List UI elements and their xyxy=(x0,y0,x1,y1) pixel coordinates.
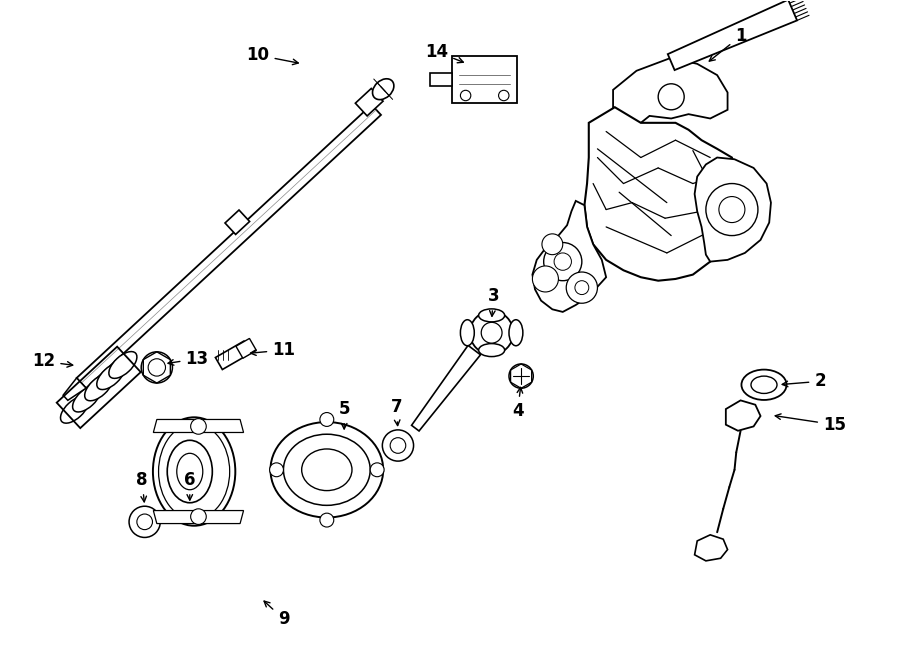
Ellipse shape xyxy=(751,376,777,393)
Ellipse shape xyxy=(270,422,383,518)
Circle shape xyxy=(191,509,206,524)
Ellipse shape xyxy=(479,309,505,322)
Text: 1: 1 xyxy=(709,27,746,61)
Text: 9: 9 xyxy=(264,601,289,628)
Ellipse shape xyxy=(461,320,474,346)
Circle shape xyxy=(320,412,334,426)
Text: 4: 4 xyxy=(512,387,524,420)
Polygon shape xyxy=(236,338,256,358)
Circle shape xyxy=(320,513,334,527)
Text: 8: 8 xyxy=(136,471,148,502)
Text: 11: 11 xyxy=(250,341,295,359)
Circle shape xyxy=(382,430,414,461)
Ellipse shape xyxy=(60,397,88,423)
Text: 12: 12 xyxy=(32,352,73,370)
Text: 5: 5 xyxy=(338,400,350,429)
Text: 2: 2 xyxy=(782,372,826,391)
Polygon shape xyxy=(533,201,606,312)
Ellipse shape xyxy=(742,369,787,400)
Circle shape xyxy=(542,234,562,255)
Circle shape xyxy=(533,266,558,292)
Polygon shape xyxy=(695,158,771,261)
Text: 7: 7 xyxy=(391,399,402,426)
Text: 3: 3 xyxy=(488,287,500,316)
Circle shape xyxy=(137,514,152,530)
Ellipse shape xyxy=(73,385,101,412)
Ellipse shape xyxy=(97,363,125,389)
Polygon shape xyxy=(430,73,452,87)
Circle shape xyxy=(482,322,502,343)
Circle shape xyxy=(129,506,160,538)
Ellipse shape xyxy=(109,352,137,379)
Text: 13: 13 xyxy=(168,350,209,368)
Circle shape xyxy=(554,253,572,270)
Circle shape xyxy=(390,438,406,453)
Polygon shape xyxy=(584,107,736,281)
Circle shape xyxy=(706,183,758,236)
Polygon shape xyxy=(725,401,760,431)
Polygon shape xyxy=(76,105,381,388)
Polygon shape xyxy=(215,341,251,369)
Polygon shape xyxy=(695,535,727,561)
Polygon shape xyxy=(153,420,244,432)
Circle shape xyxy=(566,272,598,303)
Ellipse shape xyxy=(167,440,212,502)
Ellipse shape xyxy=(153,417,235,526)
Ellipse shape xyxy=(158,424,230,519)
Ellipse shape xyxy=(176,453,202,490)
Polygon shape xyxy=(356,89,383,116)
Circle shape xyxy=(148,359,166,376)
Circle shape xyxy=(191,418,206,434)
Ellipse shape xyxy=(509,320,523,346)
Circle shape xyxy=(470,311,513,354)
Circle shape xyxy=(141,352,173,383)
Ellipse shape xyxy=(373,79,394,99)
Text: 6: 6 xyxy=(184,471,195,500)
Polygon shape xyxy=(452,56,518,103)
Text: 15: 15 xyxy=(775,414,846,434)
Polygon shape xyxy=(411,346,481,431)
Ellipse shape xyxy=(479,344,505,357)
Polygon shape xyxy=(153,510,244,524)
Polygon shape xyxy=(668,0,797,70)
Text: 14: 14 xyxy=(425,42,464,63)
Circle shape xyxy=(544,242,581,281)
Circle shape xyxy=(719,197,745,222)
Circle shape xyxy=(575,281,589,295)
Text: 10: 10 xyxy=(247,46,298,65)
Circle shape xyxy=(270,463,284,477)
Circle shape xyxy=(509,364,534,388)
Polygon shape xyxy=(613,58,727,132)
Ellipse shape xyxy=(284,434,370,505)
Circle shape xyxy=(370,463,384,477)
Ellipse shape xyxy=(85,374,112,401)
Polygon shape xyxy=(225,210,249,234)
Polygon shape xyxy=(63,378,86,401)
Ellipse shape xyxy=(302,449,352,491)
Circle shape xyxy=(658,84,684,110)
